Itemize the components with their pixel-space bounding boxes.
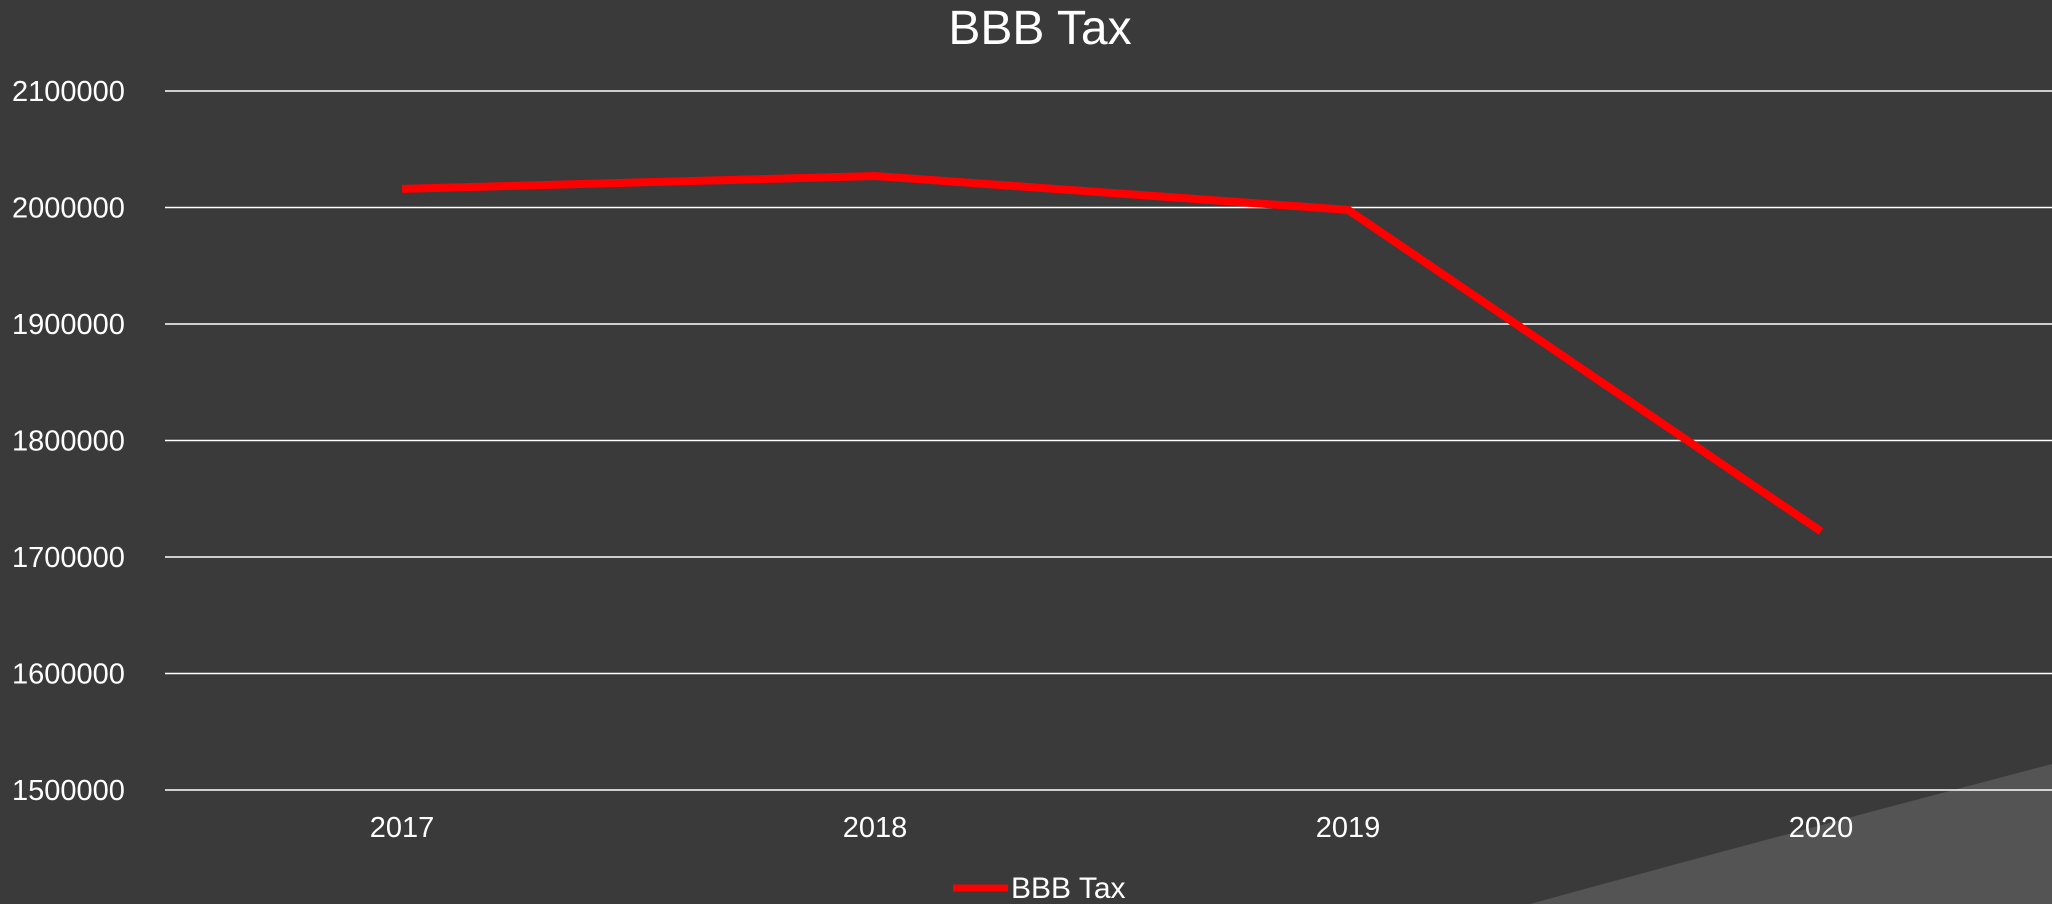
x-tick-label: 2017 — [370, 812, 435, 844]
x-tick-label: 2020 — [1789, 812, 1854, 844]
legend-label: BBB Tax — [1011, 872, 1126, 904]
x-tick-label: 2019 — [1316, 812, 1381, 844]
y-tick-label: 2100000 — [12, 76, 125, 108]
x-axis-tick-labels: 2017 2018 2019 2020 — [370, 812, 1854, 844]
y-tick-label: 1500000 — [12, 775, 125, 807]
y-tick-label: 1700000 — [12, 542, 125, 574]
gridlines — [165, 90, 2052, 791]
legend: BBB Tax — [953, 872, 1126, 904]
y-tick-label: 2000000 — [12, 193, 125, 225]
series-line-0 — [401, 172, 1824, 535]
decorative-corner-shape — [1530, 764, 2052, 904]
x-tick-label: 2018 — [843, 812, 908, 844]
y-tick-label: 1900000 — [12, 309, 125, 341]
series-lines — [401, 172, 1824, 535]
y-tick-label: 1600000 — [12, 659, 125, 691]
chart-title: BBB Tax — [948, 2, 1131, 55]
y-axis-tick-labels: 1500000 1600000 1700000 1800000 1900000 20000… — [12, 76, 125, 807]
y-tick-label: 1800000 — [12, 426, 125, 458]
